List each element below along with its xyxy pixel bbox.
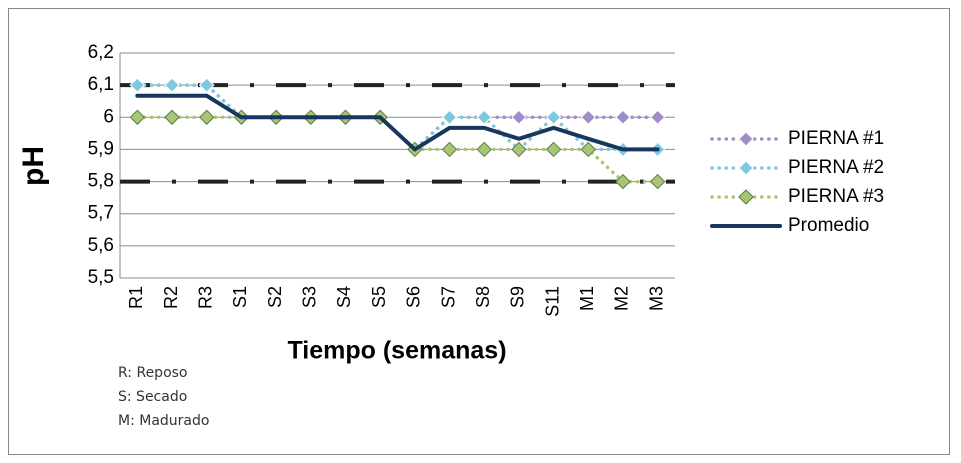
data-point bbox=[649, 109, 666, 125]
chart-frame bbox=[8, 8, 950, 455]
x-tick-label: R2 bbox=[161, 286, 181, 309]
y-tick-label: 5,5 bbox=[88, 267, 114, 288]
data-point bbox=[129, 109, 146, 125]
data-point bbox=[511, 109, 527, 125]
data-point bbox=[441, 109, 458, 125]
data-point bbox=[649, 173, 666, 190]
data-point bbox=[545, 109, 562, 125]
x-tick-label: S3 bbox=[300, 286, 320, 308]
data-point bbox=[476, 109, 492, 125]
legend-label: PIERNA #1 bbox=[788, 128, 884, 149]
data-point bbox=[476, 141, 492, 158]
data-point bbox=[199, 77, 215, 93]
data-point bbox=[615, 173, 631, 190]
data-point bbox=[545, 141, 562, 158]
series-line bbox=[135, 115, 660, 184]
legend-label: Promedio bbox=[788, 215, 869, 236]
y-tick-label: 5,7 bbox=[88, 203, 114, 224]
data-point bbox=[199, 109, 215, 125]
legend-label: PIERNA #3 bbox=[788, 186, 884, 207]
x-tick-label: S7 bbox=[438, 286, 458, 308]
x-tick-label: R3 bbox=[195, 286, 215, 309]
y-tick-label: 6,2 bbox=[88, 42, 114, 63]
x-axis-title: Tiempo (semanas) bbox=[287, 337, 506, 365]
data-point bbox=[441, 141, 458, 158]
note: M: Madurado bbox=[118, 413, 209, 429]
x-tick-label: S11 bbox=[542, 286, 562, 317]
x-tick-label: S5 bbox=[369, 286, 389, 308]
legend-label: PIERNA #2 bbox=[788, 157, 884, 178]
x-tick-label: S9 bbox=[508, 286, 528, 308]
legend-marker bbox=[738, 160, 754, 176]
x-tick-label: M1 bbox=[577, 286, 597, 311]
data-point bbox=[164, 109, 180, 125]
data-point bbox=[129, 77, 146, 93]
x-tick-label: S8 bbox=[473, 286, 493, 308]
x-tick-label: S1 bbox=[230, 286, 250, 308]
note: S: Secado bbox=[118, 389, 187, 405]
data-point bbox=[511, 141, 527, 158]
y-tick-label: 6,1 bbox=[88, 74, 114, 95]
legend-marker bbox=[738, 189, 754, 205]
data-point bbox=[164, 77, 180, 93]
x-tick-label: S6 bbox=[404, 286, 424, 308]
legend-marker bbox=[738, 131, 754, 147]
y-tick-label: 6 bbox=[103, 106, 114, 127]
y-tick-label: 5,6 bbox=[88, 235, 114, 256]
x-tick-label: R1 bbox=[126, 286, 146, 309]
x-tick-label: S4 bbox=[334, 286, 354, 308]
x-tick-label: S2 bbox=[265, 286, 285, 308]
x-tick-label: M2 bbox=[612, 286, 632, 311]
y-tick-label: 5,8 bbox=[88, 171, 114, 192]
data-point bbox=[580, 141, 596, 158]
data-point bbox=[615, 109, 631, 125]
y-tick-label: 5,9 bbox=[88, 138, 114, 159]
series-line bbox=[135, 93, 660, 152]
note: R: Reposo bbox=[118, 365, 188, 381]
data-point bbox=[580, 109, 596, 125]
x-tick-label: M3 bbox=[646, 286, 666, 311]
y-axis-title: pH bbox=[17, 146, 50, 186]
